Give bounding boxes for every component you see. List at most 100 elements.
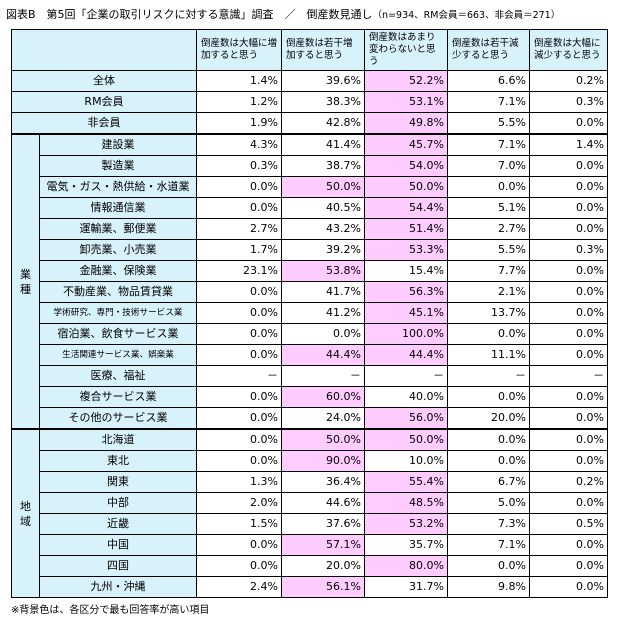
value-cell: 23.1% <box>196 260 282 282</box>
value-cell: 0.0% <box>529 407 608 430</box>
row-label: 複合サービス業 <box>39 386 197 408</box>
value-cell: 0.2% <box>529 70 608 92</box>
value-cell: 2.1% <box>447 281 530 303</box>
value-cell: 0.0% <box>529 534 608 556</box>
value-cell: 40.0% <box>364 386 448 408</box>
column-header: 倒産数はあまり変わらないと思う <box>364 29 448 71</box>
header-corner <box>11 29 197 71</box>
column-header: 倒産数は若干増加すると思う <box>281 29 365 71</box>
value-cell: 7.0% <box>447 155 530 177</box>
table-row: 非会員 1.9% 42.8% 49.8% 5.5% 0.0% <box>11 112 608 135</box>
value-cell: 0.0% <box>196 281 282 303</box>
table-row: 中部 2.0% 44.6% 48.5% 5.0% 0.0% <box>12 492 608 514</box>
value-cell: － <box>529 365 608 387</box>
value-cell: 0.0% <box>529 302 608 324</box>
value-cell: 0.0% <box>196 323 282 345</box>
value-cell: 50.0% <box>364 176 448 198</box>
value-cell: 0.0% <box>529 386 608 408</box>
value-cell: 7.7% <box>447 260 530 282</box>
group-label-industry: 業種 <box>11 133 40 430</box>
value-cell: 2.4% <box>196 576 282 598</box>
group-label-region: 地域 <box>11 428 40 598</box>
table-row: 地域北海道 0.0% 50.0% 50.0% 0.0% 0.0% <box>11 428 608 598</box>
value-cell: 0.0% <box>529 197 608 219</box>
value-cell: 52.2% <box>364 70 448 92</box>
table-title: 図表B 第5回「企業の取引リスクに対する意識」調査 ／ 倒産数見通し（n=934… <box>6 6 560 22</box>
table-row: 医療、福祉－－－－－ <box>12 365 608 387</box>
row-label: 生活関連サービス業、娯楽業 <box>39 344 197 366</box>
table-row: RM会員 1.2% 38.3% 53.1% 7.1% 0.3% <box>11 91 608 113</box>
value-cell: 5.5% <box>447 239 530 261</box>
value-cell: 2.7% <box>196 218 282 240</box>
value-cell: 54.0% <box>364 155 448 177</box>
value-cell: 53.1% <box>364 91 448 113</box>
value-cell: 39.6% <box>281 70 365 92</box>
value-cell: 0.0% <box>196 176 282 198</box>
value-cell: 43.2% <box>281 218 365 240</box>
value-cell: 10.0% <box>364 450 448 472</box>
value-cell: 7.1% <box>447 91 530 113</box>
value-cell: 49.8% <box>364 112 448 135</box>
value-cell: 45.1% <box>364 302 448 324</box>
value-cell: 24.0% <box>281 407 365 430</box>
row-label: 東北 <box>39 450 197 472</box>
value-cell: 50.0% <box>281 428 365 451</box>
value-cell: 0.0% <box>281 323 365 345</box>
table-row: 全体 1.4% 39.6% 52.2% 6.6% 0.2% <box>11 70 608 92</box>
value-cell: 0.2% <box>529 471 608 493</box>
value-cell: 57.1% <box>281 534 365 556</box>
table-row: 製造業 0.3% 38.7% 54.0% 7.0% 0.0% <box>12 155 608 177</box>
row-label: 北海道 <box>39 428 197 451</box>
row-label: その他のサービス業 <box>39 407 197 430</box>
value-cell: 7.3% <box>447 513 530 535</box>
row-label: 卸売業、小売業 <box>39 239 197 261</box>
value-cell: 0.0% <box>196 534 282 556</box>
value-cell: 1.4% <box>196 70 282 92</box>
value-cell: 41.4% <box>281 133 365 156</box>
value-cell: 0.0% <box>529 112 608 135</box>
header-row: 倒産数は大幅に増加すると思う 倒産数は若干増加すると思う 倒産数はあまり変わらな… <box>11 29 608 71</box>
value-cell: 7.1% <box>447 534 530 556</box>
value-cell: 54.4% <box>364 197 448 219</box>
column-header: 倒産数は大幅に減少すると思う <box>529 29 608 71</box>
value-cell: 80.0% <box>364 555 448 577</box>
value-cell: 38.3% <box>281 91 365 113</box>
title-main: 図表B 第5回「企業の取引リスクに対する意識」調査 ／ 倒産数見通し <box>6 8 373 21</box>
value-cell: 44.4% <box>364 344 448 366</box>
value-cell: 0.0% <box>196 555 282 577</box>
value-cell: 0.0% <box>196 428 282 451</box>
value-cell: 48.5% <box>364 492 448 514</box>
value-cell: 2.7% <box>447 218 530 240</box>
value-cell: 0.0% <box>529 555 608 577</box>
table-row: 電気・ガス・熱供給・水道業 0.0% 50.0% 50.0% 0.0% 0.0% <box>12 176 608 198</box>
value-cell: 0.0% <box>529 492 608 514</box>
row-label: 医療、福祉 <box>39 365 197 387</box>
value-cell: 56.1% <box>281 576 365 598</box>
table-row: その他のサービス業 0.0% 24.0% 56.0% 20.0% 0.0% <box>12 407 608 430</box>
value-cell: － <box>364 365 448 387</box>
value-cell: 5.1% <box>447 197 530 219</box>
row-label: 運輸業、郵便業 <box>39 218 197 240</box>
value-cell: 36.4% <box>281 471 365 493</box>
value-cell: 90.0% <box>281 450 365 472</box>
row-label: 建設業 <box>39 133 197 156</box>
value-cell: 0.0% <box>529 260 608 282</box>
row-label: 全体 <box>11 70 197 92</box>
title-sample-size: （n=934、RM会員＝663、非会員＝271） <box>372 10 561 21</box>
forecast-table: 倒産数は大幅に増加すると思う 倒産数は若干増加すると思う 倒産数はあまり変わらな… <box>11 29 608 598</box>
value-cell: 0.0% <box>529 576 608 598</box>
row-label: 中国 <box>39 534 197 556</box>
table-row: 業種建設業 4.3% 41.4% 45.7% 7.1% 1.4% <box>11 133 608 430</box>
value-cell: 44.4% <box>281 344 365 366</box>
value-cell: 53.2% <box>364 513 448 535</box>
value-cell: 53.8% <box>281 260 365 282</box>
value-cell: 20.0% <box>281 555 365 577</box>
value-cell: 0.0% <box>447 428 530 451</box>
value-cell: 1.5% <box>196 513 282 535</box>
table-row: 不動産業、物品賃貸業 0.0% 41.7% 56.3% 2.1% 0.0% <box>12 281 608 303</box>
value-cell: 100.0% <box>364 323 448 345</box>
value-cell: 0.0% <box>447 555 530 577</box>
value-cell: 0.0% <box>529 428 608 451</box>
table-row: 近畿 1.5% 37.6% 53.2% 7.3% 0.5% <box>12 513 608 535</box>
value-cell: 6.7% <box>447 471 530 493</box>
